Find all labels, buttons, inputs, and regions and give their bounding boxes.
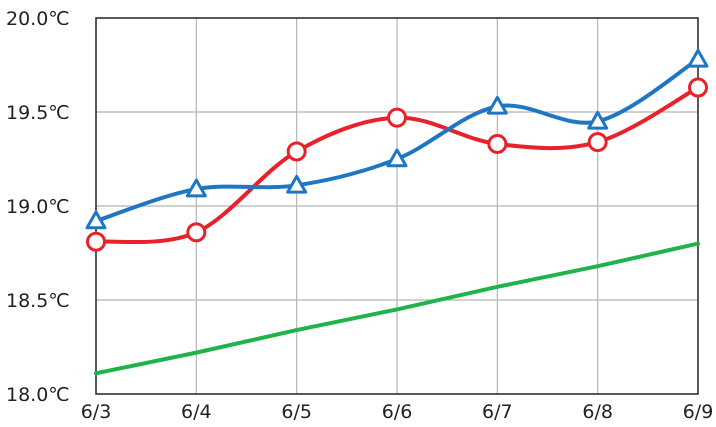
- circle-marker: [688, 77, 708, 98]
- x-tick-label: 6/5: [281, 401, 312, 423]
- circle-marker: [286, 141, 307, 162]
- circle-marker: [487, 133, 508, 154]
- series-1: [85, 48, 709, 230]
- x-tick-label: 6/8: [582, 401, 613, 423]
- y-axis-tick-labels: 20.0℃ 19.5℃ 19.0℃ 18.5℃ 18.0℃: [6, 8, 70, 406]
- triangle-marker: [587, 110, 609, 130]
- x-tick-label: 6/7: [482, 401, 513, 423]
- series-2: [86, 77, 708, 252]
- x-tick-label: 6/9: [683, 401, 714, 423]
- circle-marker: [387, 107, 407, 128]
- triangle-marker: [687, 48, 709, 68]
- series-line: [94, 241, 700, 376]
- triangle-marker: [486, 95, 508, 115]
- triangle-marker: [386, 148, 408, 168]
- y-tick-label: 18.5℃: [6, 290, 70, 312]
- x-axis-tick-labels: 6/3 6/4 6/5 6/6 6/7 6/8 6/9: [81, 401, 714, 423]
- x-tick-label: 6/3: [81, 401, 112, 423]
- grid-lines: [96, 18, 698, 394]
- y-tick-label: 19.5℃: [6, 102, 70, 124]
- x-tick-label: 6/6: [382, 401, 413, 423]
- y-tick-label: 20.0℃: [6, 8, 70, 30]
- triangle-marker: [286, 174, 308, 194]
- series-3: [94, 241, 700, 376]
- circle-marker: [587, 132, 608, 153]
- series-layer: [85, 48, 709, 376]
- triangle-marker: [85, 210, 107, 230]
- circle-marker: [186, 222, 207, 243]
- circle-marker: [86, 231, 106, 252]
- triangle-marker: [185, 178, 207, 198]
- y-tick-label: 19.0℃: [6, 196, 70, 218]
- plot-frame: [95, 17, 699, 395]
- y-tick-label: 18.0℃: [6, 384, 70, 406]
- x-tick-label: 6/4: [181, 401, 212, 423]
